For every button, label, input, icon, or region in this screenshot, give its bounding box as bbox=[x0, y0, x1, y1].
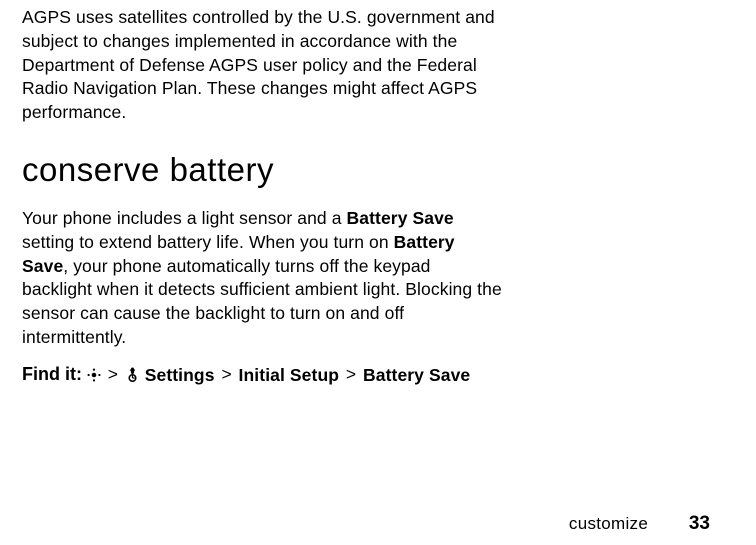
settings-icon bbox=[125, 364, 140, 389]
find-it-label: Find it: bbox=[22, 364, 82, 384]
battery-paragraph: Your phone includes a light sensor and a… bbox=[22, 207, 502, 350]
breadcrumb-settings: Settings bbox=[145, 363, 215, 388]
breadcrumb-initial-setup: Initial Setup bbox=[239, 363, 339, 388]
battery-text-2: setting to extend battery life. When you… bbox=[22, 232, 394, 252]
breadcrumb-sep-1: > bbox=[106, 364, 120, 384]
battery-text-1: Your phone includes a light sensor and a bbox=[22, 208, 347, 228]
battery-text-3: , your phone automatically turns off the… bbox=[22, 256, 502, 347]
find-it-breadcrumb: Find it: > Settings > Initial Setup > Ba… bbox=[22, 362, 708, 389]
footer-section-label: customize bbox=[569, 514, 648, 533]
breadcrumb-battery-save: Battery Save bbox=[363, 363, 470, 388]
breadcrumb-sep-2: > bbox=[219, 364, 233, 384]
agps-paragraph: AGPS uses satellites controlled by the U… bbox=[22, 6, 502, 125]
breadcrumb-sep-3: > bbox=[344, 364, 358, 384]
manual-page: AGPS uses satellites controlled by the U… bbox=[0, 0, 756, 545]
section-heading-conserve-battery: conserve battery bbox=[22, 151, 708, 189]
page-footer: customize 33 bbox=[569, 513, 710, 535]
battery-save-term-1: Battery Save bbox=[347, 208, 454, 228]
footer-page-number: 33 bbox=[689, 513, 710, 534]
menu-key-icon bbox=[87, 364, 101, 389]
